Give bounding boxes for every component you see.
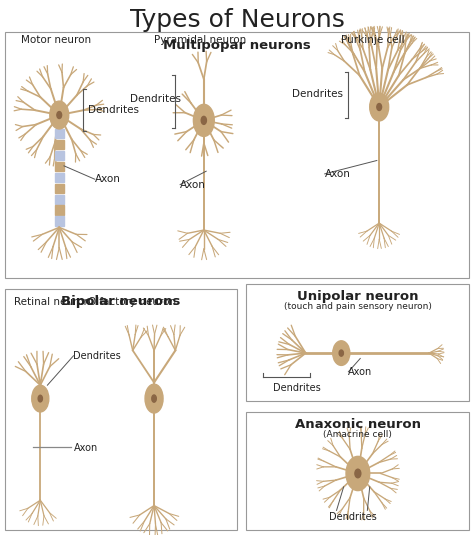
Ellipse shape xyxy=(32,385,49,412)
Text: Dendrites: Dendrites xyxy=(292,89,343,98)
FancyBboxPatch shape xyxy=(5,289,237,530)
Text: Anaxonic neuron: Anaxonic neuron xyxy=(295,418,421,431)
Polygon shape xyxy=(55,129,64,138)
Text: Types of Neurons: Types of Neurons xyxy=(129,8,345,32)
Polygon shape xyxy=(55,184,64,193)
Ellipse shape xyxy=(346,456,370,491)
Text: Axon: Axon xyxy=(73,443,98,453)
Ellipse shape xyxy=(333,341,350,365)
FancyBboxPatch shape xyxy=(5,32,469,278)
Text: Dendrites: Dendrites xyxy=(88,105,139,114)
Text: (Amacrine cell): (Amacrine cell) xyxy=(323,430,392,439)
Text: Axon: Axon xyxy=(180,180,206,189)
Ellipse shape xyxy=(201,117,207,124)
Polygon shape xyxy=(55,173,64,182)
Ellipse shape xyxy=(193,104,214,136)
Text: Multipopar neurons: Multipopar neurons xyxy=(163,39,311,51)
Polygon shape xyxy=(55,151,64,160)
Polygon shape xyxy=(55,217,64,226)
Text: Axon: Axon xyxy=(325,169,351,179)
Text: Dendrites: Dendrites xyxy=(329,512,377,522)
Text: (touch and pain sensory neuron): (touch and pain sensory neuron) xyxy=(284,302,432,311)
Polygon shape xyxy=(55,205,64,215)
Text: Unipolar neuron: Unipolar neuron xyxy=(297,290,419,303)
Ellipse shape xyxy=(50,101,69,129)
Text: Dendrites: Dendrites xyxy=(73,351,121,361)
Text: Pyramidal neuron: Pyramidal neuron xyxy=(154,35,246,45)
FancyBboxPatch shape xyxy=(246,284,469,401)
Polygon shape xyxy=(55,195,64,204)
Text: Purkinje cell: Purkinje cell xyxy=(341,35,405,45)
Ellipse shape xyxy=(57,111,62,119)
FancyBboxPatch shape xyxy=(246,412,469,530)
Text: Bipolar neurons: Bipolar neurons xyxy=(61,295,181,308)
Ellipse shape xyxy=(145,384,163,413)
Ellipse shape xyxy=(339,350,343,356)
Ellipse shape xyxy=(152,395,156,402)
Text: Axon: Axon xyxy=(348,367,373,377)
Ellipse shape xyxy=(355,469,361,478)
Ellipse shape xyxy=(370,93,389,121)
Text: Dendrites: Dendrites xyxy=(273,383,320,393)
Polygon shape xyxy=(55,162,64,171)
Text: Motor neuron: Motor neuron xyxy=(21,35,91,45)
Polygon shape xyxy=(55,140,64,149)
Text: Dendrites: Dendrites xyxy=(130,94,182,104)
Ellipse shape xyxy=(377,103,382,111)
Text: Retinal neuron: Retinal neuron xyxy=(14,297,91,307)
Ellipse shape xyxy=(38,395,43,402)
Text: Olfactory neuron: Olfactory neuron xyxy=(88,297,176,307)
Text: Axon: Axon xyxy=(95,174,121,184)
